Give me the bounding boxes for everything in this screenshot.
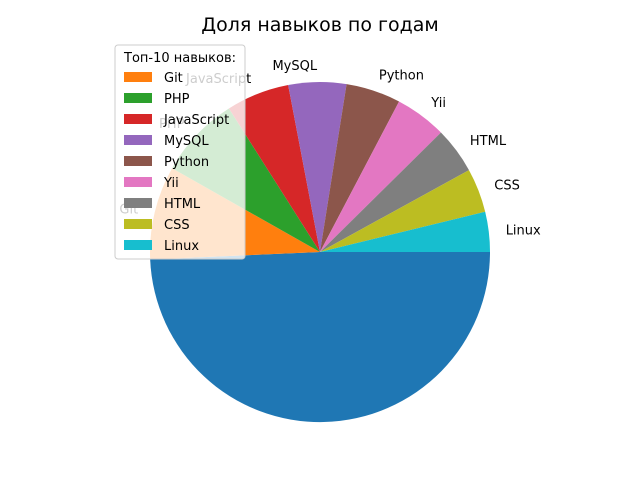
slice-label-html: HTML xyxy=(470,134,507,149)
legend-label-mysql: MySQL xyxy=(164,134,209,149)
pie-slice-linux xyxy=(320,211,490,252)
legend-label-linux: Linux xyxy=(164,239,199,254)
slice-label-css: CSS xyxy=(494,178,520,193)
slice-label-mysql: MySQL xyxy=(272,59,317,74)
legend-label-css: CSS xyxy=(164,218,190,233)
legend-swatch-python xyxy=(124,156,152,166)
pie-slice-css xyxy=(320,170,486,252)
legend-swatch-javascript xyxy=(124,114,152,124)
pie-slice-other xyxy=(150,252,491,423)
slice-label-yii: Yii xyxy=(430,96,446,111)
legend-label-git: Git xyxy=(164,71,183,86)
slice-label-python: Python xyxy=(379,69,424,84)
pie-slice-javascript xyxy=(228,85,320,252)
pie-slice-python xyxy=(320,84,400,252)
slice-label-linux: Linux xyxy=(506,224,541,239)
legend-label-yii: Yii xyxy=(163,176,179,191)
legend-label-html: HTML xyxy=(164,197,201,212)
legend-swatch-mysql xyxy=(124,135,152,145)
legend-swatch-yii xyxy=(124,177,152,187)
legend: Топ-10 навыков: Git PHP JavaScript MySQL Pyt… xyxy=(114,44,246,260)
pie-slice-html xyxy=(320,132,469,252)
pie-slice-yii xyxy=(320,101,441,252)
legend-title: Топ-10 навыков: xyxy=(123,51,236,66)
legend-swatch-linux xyxy=(124,240,152,250)
legend-label-php: PHP xyxy=(164,92,190,107)
legend-swatch-css xyxy=(124,219,152,229)
legend-swatch-html xyxy=(124,198,152,208)
legend-swatch-php xyxy=(124,93,152,103)
legend-label-python: Python xyxy=(164,155,209,170)
pie-slice-mysql xyxy=(288,81,347,252)
legend-swatch-git xyxy=(124,72,152,82)
legend-items: Git PHP JavaScript MySQL Python Yii HTML CSS Lin… xyxy=(124,71,229,254)
chart-title: Доля навыков по годам xyxy=(201,14,439,36)
legend-label-javascript: JavaScript xyxy=(163,113,229,128)
